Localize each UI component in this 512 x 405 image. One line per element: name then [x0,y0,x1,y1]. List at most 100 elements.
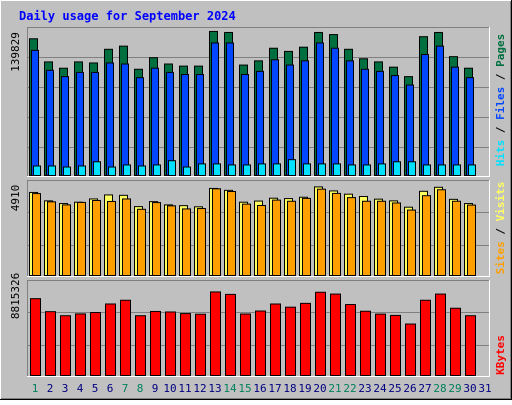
bar-kbytes-day-24 [375,313,386,376]
bar-files-day-15 [241,74,249,176]
bar-pages-day-29 [453,164,461,177]
day-label-21: 21 [328,382,341,395]
bar-files-day-25 [391,75,399,176]
bar-sites-day-5 [92,199,101,276]
bar-pages-day-25 [393,161,401,177]
day-label-11: 11 [178,382,191,395]
bar-sites-day-1 [32,193,41,276]
bar-files-day-14 [226,42,234,176]
bar-pages-day-12 [198,163,206,177]
bar-kbytes-day-13 [210,291,221,377]
bar-kbytes-day-2 [45,311,56,376]
bar-sites-day-24 [377,200,386,276]
day-label-8: 8 [137,382,144,395]
legend-hits-files-pages: Hits / Files / Pages [494,34,507,167]
bar-kbytes-day-3 [60,315,71,376]
legend-files: Files [494,87,507,120]
legend-sites: Sites [494,241,507,274]
chart-title: Daily usage for September 2024 [19,9,236,23]
bar-files-day-18 [286,64,294,176]
bar-pages-day-4 [78,165,86,176]
bar-files-day-22 [346,60,354,177]
bar-pages-day-3 [63,166,71,176]
bar-kbytes-day-26 [405,323,416,377]
ymax-label-2: 4910 [9,185,22,212]
bar-pages-day-16 [258,163,266,177]
day-label-9: 9 [152,382,159,395]
bar-files-day-4 [76,71,84,176]
bar-files-day-3 [61,76,69,176]
bar-sites-day-7 [122,198,131,276]
day-label-13: 13 [208,382,221,395]
day-label-28: 28 [433,382,446,395]
bar-sites-day-19 [302,197,311,276]
bar-sites-day-26 [407,209,416,276]
bar-sites-day-21 [332,192,341,277]
day-label-23: 23 [358,382,371,395]
bar-sites-day-28 [437,189,446,276]
bar-kbytes-day-29 [450,307,461,376]
bar-kbytes-day-5 [90,312,101,376]
bar-sites-day-22 [347,197,356,276]
ymax-label-1: 139829 [9,32,22,72]
bar-sites-day-4 [77,201,86,276]
bar-sites-day-17 [272,199,281,276]
bar-kbytes-day-8 [135,315,146,376]
ymax-label-3: 8815326 [9,273,22,319]
day-label-27: 27 [418,382,431,395]
day-label-10: 10 [163,382,176,395]
bar-sites-day-16 [257,204,266,276]
bar-sites-day-8 [137,208,146,276]
bar-sites-day-3 [62,204,71,276]
bar-kbytes-day-21 [330,293,341,376]
day-label-5: 5 [92,382,99,395]
day-label-2: 2 [47,382,54,395]
bar-sites-day-11 [182,208,191,276]
day-label-12: 12 [193,382,206,395]
bar-files-day-21 [331,47,339,176]
bar-files-day-11 [181,74,189,176]
bar-sites-day-23 [362,200,371,276]
chart-panel-1 [27,27,490,177]
day-label-17: 17 [268,382,281,395]
bar-kbytes-day-11 [180,313,191,377]
bar-sites-day-27 [422,195,431,276]
bar-kbytes-day-9 [150,310,161,376]
bar-sites-day-30 [467,204,476,277]
bar-files-day-10 [166,71,174,176]
bar-sites-day-2 [47,201,56,276]
bar-sites-day-29 [452,200,461,276]
bar-kbytes-day-22 [345,304,356,376]
bar-files-day-9 [151,67,159,176]
day-label-1: 1 [32,382,39,395]
bar-kbytes-day-4 [75,313,86,376]
bar-pages-day-15 [243,164,251,177]
bar-pages-day-27 [423,164,431,177]
day-label-22: 22 [343,382,356,395]
bar-kbytes-day-28 [435,293,446,376]
bar-kbytes-day-20 [315,291,326,376]
day-label-19: 19 [298,382,311,395]
bar-pages-day-21 [333,163,341,177]
bar-sites-day-15 [242,203,251,277]
bar-files-day-17 [271,59,279,176]
bar-kbytes-day-25 [390,314,401,377]
bar-pages-day-11 [183,166,191,176]
bar-sites-day-20 [317,188,326,276]
day-label-26: 26 [403,382,416,395]
day-label-16: 16 [253,382,266,395]
day-label-7: 7 [122,382,129,395]
bar-files-day-6 [106,62,114,176]
bar-kbytes-day-10 [165,311,176,377]
bar-pages-day-22 [348,164,356,177]
bar-pages-day-28 [438,164,446,177]
bar-kbytes-day-14 [225,293,236,377]
bar-files-day-7 [121,63,129,176]
bar-pages-day-20 [318,163,326,177]
day-label-24: 24 [373,382,387,395]
bar-pages-day-30 [468,164,476,177]
bar-kbytes-day-6 [105,303,116,377]
legend-hits: Hits [494,140,507,167]
bar-files-day-28 [436,45,444,176]
